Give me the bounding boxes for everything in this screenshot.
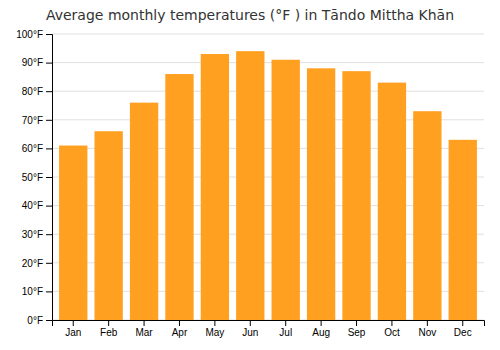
x-tick-label: Jan — [65, 327, 81, 338]
y-tick: 50°F — [22, 172, 52, 183]
y-tick-mark — [46, 148, 52, 149]
y-tick: 30°F — [22, 229, 52, 240]
bar — [342, 71, 370, 320]
x-tick-label: Apr — [172, 327, 188, 338]
x-tick-mark — [179, 320, 180, 326]
x-axis: Jan Feb Mar Apr May Jun Jul Aug Sep Oct Nov Dec — [53, 320, 485, 338]
chart-container: Average monthly temperatures (°F ) in Tā… — [0, 0, 500, 350]
bars — [59, 51, 477, 320]
y-tick-mark — [46, 63, 52, 64]
y-tick-label: 30°F — [22, 229, 43, 240]
bar — [449, 140, 477, 320]
bar — [307, 68, 335, 320]
y-tick-label: 60°F — [22, 143, 43, 154]
x-tick-mark — [462, 320, 463, 326]
y-tick-mark — [46, 263, 52, 264]
bar — [272, 60, 300, 320]
y-axis-line — [46, 35, 53, 321]
y-tick: 40°F — [22, 200, 52, 211]
x-tick-label: May — [205, 327, 224, 338]
y-tick-mark — [46, 234, 52, 235]
grid-line — [52, 91, 484, 92]
bar — [59, 146, 87, 320]
y-tick-label: 100°F — [16, 29, 43, 40]
x-tick-mark — [356, 320, 357, 326]
x-tick-label: Jun — [242, 327, 258, 338]
bar — [201, 54, 229, 320]
y-tick: 0°F — [27, 315, 52, 326]
x-tick: Jul — [279, 320, 292, 338]
bar — [236, 51, 264, 320]
bar — [94, 131, 122, 320]
y-tick: 80°F — [22, 86, 52, 97]
y-tick-mark — [46, 120, 52, 121]
x-tick: Jan — [65, 320, 81, 338]
bar — [413, 111, 441, 320]
chart-svg: Average monthly temperatures (°F ) in Tā… — [0, 0, 500, 350]
bar — [165, 74, 193, 320]
x-tick: Mar — [135, 320, 153, 338]
bar — [130, 103, 158, 320]
y-tick-mark — [46, 177, 52, 178]
y-tick-mark — [46, 291, 52, 292]
x-axis-line — [53, 321, 485, 327]
y-tick: 90°F — [22, 57, 52, 68]
x-tick-label: Mar — [135, 327, 153, 338]
x-tick-mark — [321, 320, 322, 326]
x-tick: Dec — [454, 320, 472, 338]
grid-line — [52, 62, 484, 63]
y-tick-label: 20°F — [22, 258, 43, 269]
y-tick: 10°F — [22, 286, 52, 297]
x-tick-label: Feb — [100, 327, 118, 338]
y-tick-label: 50°F — [22, 172, 43, 183]
grid-line — [52, 34, 484, 35]
x-tick-mark — [285, 320, 286, 326]
y-tick-label: 0°F — [27, 315, 43, 326]
y-tick-label: 70°F — [22, 115, 43, 126]
y-tick-mark — [46, 34, 52, 35]
bar — [378, 83, 406, 320]
x-tick-label: Jul — [279, 327, 292, 338]
x-tick-label: Oct — [384, 327, 400, 338]
x-tick-label: Sep — [348, 327, 366, 338]
plot-area: Jan Feb Mar Apr May Jun Jul Aug Sep Oct Nov Dec 0°F 1… — [16, 29, 484, 338]
y-tick-mark — [46, 206, 52, 207]
y-tick: 100°F — [16, 29, 52, 40]
x-tick: Oct — [384, 320, 400, 338]
y-tick-label: 90°F — [22, 57, 43, 68]
x-tick: Nov — [418, 320, 436, 338]
grid — [52, 34, 484, 320]
x-tick-mark — [73, 320, 74, 326]
chart-title: Average monthly temperatures (°F ) in Tā… — [46, 7, 454, 23]
x-tick: Apr — [172, 320, 188, 338]
y-tick: 20°F — [22, 258, 52, 269]
x-tick-mark — [108, 320, 109, 326]
y-tick: 60°F — [22, 143, 52, 154]
x-tick: Aug — [312, 320, 330, 338]
x-tick-mark — [250, 320, 251, 326]
x-tick: Jun — [242, 320, 258, 338]
y-tick-mark — [46, 91, 52, 92]
y-tick-label: 40°F — [22, 200, 43, 211]
x-tick: Feb — [100, 320, 118, 338]
y-tick-label: 80°F — [22, 86, 43, 97]
y-tick-mark — [46, 320, 52, 321]
y-axis: 0°F 10°F 20°F 30°F 40°F 50°F 60°F 70°F 80°F 90°F 1… — [16, 29, 52, 326]
x-tick-mark — [144, 320, 145, 326]
y-tick-label: 10°F — [22, 286, 43, 297]
x-tick-label: Dec — [454, 327, 472, 338]
x-tick-mark — [214, 320, 215, 326]
x-tick-label: Aug — [312, 327, 330, 338]
x-tick-mark — [391, 320, 392, 326]
y-tick: 70°F — [22, 115, 52, 126]
x-tick-label: Nov — [418, 327, 436, 338]
x-tick: May — [205, 320, 224, 338]
x-tick-mark — [427, 320, 428, 326]
x-tick: Sep — [348, 320, 366, 338]
